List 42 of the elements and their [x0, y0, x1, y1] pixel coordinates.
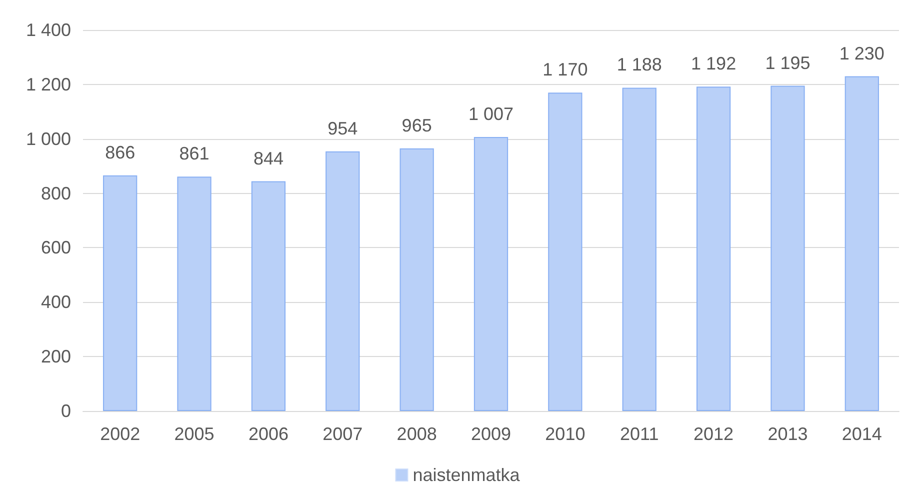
data-label: 1 170	[542, 60, 588, 80]
y-tick-label: 1 400	[26, 20, 71, 40]
data-label: 1 192	[691, 54, 736, 74]
x-tick-label: 2014	[842, 424, 882, 444]
y-tick-label: 200	[40, 346, 71, 367]
data-label: 1 007	[468, 104, 514, 124]
y-tick-label: 400	[40, 292, 71, 312]
x-tick-label: 2005	[174, 424, 214, 444]
x-tick-label: 2012	[694, 424, 734, 444]
y-tick-label: 600	[40, 238, 71, 258]
y-tick-label: 0	[60, 401, 71, 421]
data-label: 866	[105, 142, 136, 162]
x-tick-label: 2008	[396, 424, 437, 444]
data-label: 954	[328, 118, 358, 138]
legend-label: naistenmatka	[412, 465, 521, 485]
bar	[400, 148, 434, 411]
data-label: 1 230	[839, 43, 884, 64]
data-label: 861	[179, 144, 210, 164]
y-tick-label: 1 200	[26, 74, 71, 94]
bar	[103, 175, 138, 411]
bar	[696, 86, 731, 411]
y-tick-label: 800	[40, 183, 71, 204]
bar	[622, 88, 656, 411]
bar	[251, 181, 286, 411]
x-tick-label: 2010	[545, 424, 586, 444]
x-tick-label: 2002	[100, 424, 140, 444]
y-tick-label: 1 000	[26, 128, 71, 149]
bar	[548, 92, 582, 411]
x-tick-label: 2007	[322, 424, 363, 444]
x-tick-label: 2006	[248, 424, 288, 444]
bar	[326, 151, 360, 411]
bar	[177, 176, 212, 411]
data-label: 844	[253, 148, 284, 168]
x-tick-label: 2009	[470, 424, 512, 444]
x-tick-label: 2011	[620, 424, 659, 444]
x-tick-label: 2013	[768, 424, 808, 444]
bar	[770, 86, 805, 411]
bar	[844, 76, 879, 411]
data-label: 1 188	[616, 54, 662, 75]
data-label: 1 195	[765, 52, 810, 73]
data-label: 965	[402, 115, 432, 136]
bar	[474, 136, 508, 411]
